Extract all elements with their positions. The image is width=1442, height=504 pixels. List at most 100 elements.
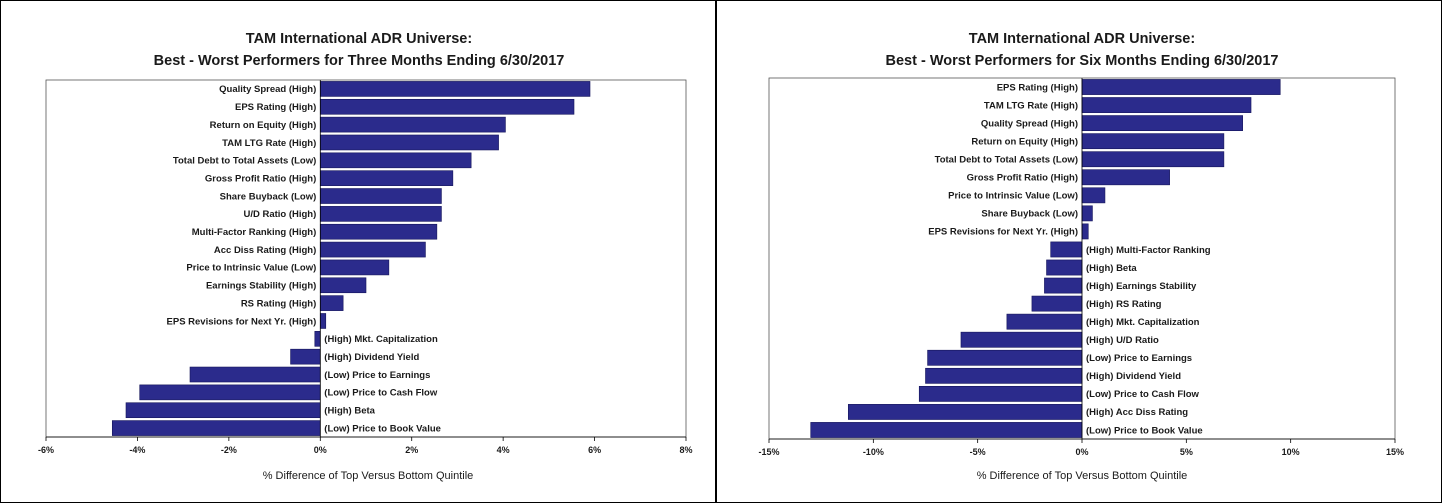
- bar-label: (High) Beta: [324, 406, 375, 417]
- bar-label: Quality Spread (High): [981, 118, 1078, 129]
- bar-label: Acc Diss Rating (High): [214, 245, 316, 256]
- bar-label: (High) Acc Diss Rating: [1086, 407, 1188, 418]
- bar-label: U/D Ratio (High): [243, 209, 316, 220]
- bar-label: (Low) Price to Earnings: [324, 370, 430, 381]
- chart-panel-three-months: TAM International ADR Universe: Best - W…: [0, 0, 716, 503]
- chart-subtitle: Best - Worst Performers for Three Months…: [154, 53, 565, 69]
- x-tick-label: 8%: [679, 445, 692, 455]
- bar: [1081, 97, 1252, 113]
- chart-six-months: TAM International ADR Universe: Best - W…: [758, 31, 1404, 482]
- bar-label: Total Debt to Total Assets (Low): [935, 155, 1078, 166]
- bar-label: Gross Profit Ratio (High): [967, 173, 1078, 184]
- bar: [1081, 223, 1089, 240]
- bar: [847, 404, 1083, 420]
- bar: [319, 116, 506, 133]
- bar: [319, 259, 390, 276]
- x-tick-label: 10%: [1282, 447, 1300, 457]
- bar: [125, 402, 321, 419]
- bar: [1081, 115, 1243, 132]
- bar-label: EPS Rating (High): [997, 82, 1078, 93]
- bar-label: EPS Revisions for Next Yr. (High): [167, 316, 317, 327]
- chart-panel-six-months: TAM International ADR Universe: Best - W…: [716, 0, 1442, 503]
- bar-label: (High) Earnings Stability: [1086, 281, 1197, 292]
- plot-area: [45, 79, 687, 438]
- x-tick-label: 0%: [1075, 447, 1088, 457]
- bar: [319, 170, 454, 186]
- x-tick-label: 6%: [588, 445, 601, 455]
- bar: [960, 331, 1083, 348]
- x-tick-label: -10%: [863, 447, 884, 457]
- bar: [1081, 79, 1281, 95]
- bar: [319, 295, 344, 311]
- bar: [1050, 241, 1083, 258]
- bar: [319, 98, 575, 115]
- bar: [927, 349, 1083, 366]
- x-axis-label: % Difference of Top Versus Bottom Quinti…: [977, 470, 1188, 482]
- bar-label: (Low) Price to Cash Flow: [1086, 389, 1200, 400]
- bar: [319, 81, 591, 97]
- x-tick-label: -4%: [129, 445, 145, 455]
- chart-title: TAM International ADR Universe:: [969, 31, 1195, 47]
- bar-label: (Low) Price to Book Value: [1086, 425, 1203, 436]
- bar: [319, 277, 367, 294]
- bar: [1044, 277, 1083, 294]
- bar: [319, 241, 426, 258]
- bar: [1081, 151, 1225, 168]
- bar: [1081, 133, 1225, 150]
- bar-label: Multi-Factor Ranking (High): [192, 227, 317, 238]
- bar: [189, 366, 321, 383]
- bar-label: EPS Revisions for Next Yr. (High): [928, 227, 1078, 238]
- bar-label: Return on Equity (High): [210, 120, 317, 131]
- bar-label: (High) Multi-Factor Ranking: [1086, 245, 1211, 256]
- x-tick-label: 15%: [1386, 447, 1404, 457]
- x-tick-label: -6%: [38, 445, 54, 455]
- bar: [1031, 295, 1083, 312]
- bar-label: Price to Intrinsic Value (Low): [948, 191, 1078, 202]
- bar-label: Total Debt to Total Assets (Low): [173, 156, 316, 167]
- bar: [925, 367, 1083, 384]
- bar: [810, 422, 1083, 438]
- bar: [290, 348, 321, 365]
- bar: [319, 152, 472, 169]
- bar: [314, 331, 321, 347]
- bar: [319, 313, 327, 329]
- bar: [1006, 313, 1083, 330]
- bar: [1081, 169, 1170, 186]
- bar-label: (High) Mkt. Capitalization: [324, 334, 438, 345]
- bar: [319, 188, 442, 204]
- bar-label: (High) Mkt. Capitalization: [1086, 317, 1200, 328]
- bar: [111, 420, 321, 436]
- bar-label: EPS Rating (High): [235, 102, 316, 113]
- bar: [319, 223, 438, 240]
- x-tick-label: -5%: [970, 447, 986, 457]
- bar-label: Quality Spread (High): [219, 84, 316, 95]
- bar-label: Price to Intrinsic Value (Low): [186, 263, 316, 274]
- chart-title: TAM International ADR Universe:: [246, 31, 472, 47]
- bar: [1081, 205, 1093, 222]
- bar-label: Share Buyback (Low): [220, 191, 317, 202]
- bar-label: (Low) Price to Book Value: [324, 423, 441, 434]
- bar: [319, 206, 442, 222]
- bar-label: RS Rating (High): [241, 298, 316, 309]
- x-tick-label: 2%: [405, 445, 418, 455]
- x-tick-label: 5%: [1180, 447, 1193, 457]
- bar-label: Earnings Stability (High): [206, 281, 316, 292]
- chart-three-months: TAM International ADR Universe: Best - W…: [38, 31, 693, 482]
- x-tick-label: -2%: [221, 445, 237, 455]
- bar-label: (High) Dividend Yield: [324, 352, 419, 363]
- bar-label: Share Buyback (Low): [981, 209, 1078, 220]
- bar: [1081, 187, 1106, 204]
- bar-label: TAM LTG Rate (High): [984, 100, 1078, 111]
- x-tick-label: 0%: [314, 445, 327, 455]
- bar: [918, 385, 1083, 402]
- bar: [1046, 259, 1083, 276]
- x-tick-label: -15%: [758, 447, 779, 457]
- bar-label: (High) Dividend Yield: [1086, 371, 1181, 382]
- bar-label: (High) RS Rating: [1086, 299, 1162, 310]
- bar-label: Return on Equity (High): [971, 136, 1078, 147]
- bar-label: (High) Beta: [1086, 263, 1137, 274]
- bar: [139, 384, 321, 401]
- bar-label: (Low) Price to Cash Flow: [324, 388, 438, 399]
- bar-label: (High) U/D Ratio: [1086, 335, 1159, 346]
- bar-label: (Low) Price to Earnings: [1086, 353, 1192, 364]
